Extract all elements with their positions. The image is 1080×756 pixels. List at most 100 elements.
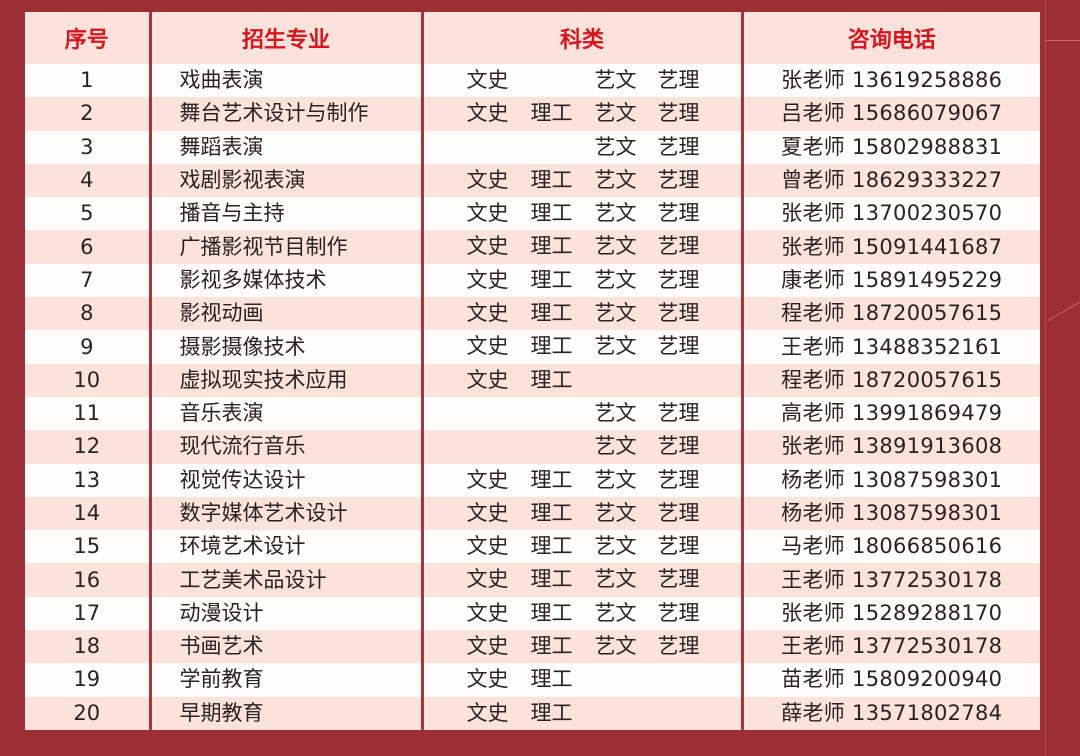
seq-cell: 16 [25,563,150,597]
table-row: 14 数字媒体艺术设计 文史 理工 艺文 艺理 杨老师 13087598301 [25,496,1040,531]
category-tag: 艺文 [594,201,637,226]
category-tag: 文史 [466,234,509,259]
category-cell: 文史 理工 艺文 艺理 [420,263,742,298]
major-cell: 舞台艺术设计与制作 [148,97,422,131]
contact-cell: 杨老师 13087598301 [740,463,1040,497]
major-cell: 书画艺术 [148,630,422,664]
contact-cell: 苗老师 15809200940 [740,663,1040,697]
category-tag: 艺理 [657,534,700,559]
major-cell: 工艺美术品设计 [148,563,422,597]
category-tag: 理工 [530,500,573,525]
category-tag: 理工 [530,667,573,692]
contact-cell: 程老师 18720057615 [740,363,1040,397]
category-tag: 艺文 [594,167,637,192]
category-cell: 文史 理工 艺文 艺理 [420,530,742,564]
decorative-line [1047,300,1080,321]
category-tag: 文史 [466,267,509,292]
major-cell: 影视多媒体技术 [148,263,422,298]
major-cell: 摄影摄像技术 [148,330,422,364]
category-tag: 文史 [466,467,509,492]
category-tag: 艺理 [657,101,700,126]
category-tag: 艺理 [657,567,700,592]
category-tag: 文史 [466,534,509,559]
seq-cell: 18 [25,630,150,664]
category-tag: 艺文 [594,634,637,659]
major-cell: 数字媒体艺术设计 [148,496,422,531]
seq-cell: 9 [25,330,150,364]
category-cell: 文史 理工 [420,363,742,397]
category-tag: 文史 [466,334,509,359]
header-category: 科类 [420,12,742,64]
table-row: 17 动漫设计 文史 理工 艺文 艺理 张老师 15289288170 [25,596,1040,631]
category-tag: 艺文 [594,467,637,492]
contact-cell: 张老师 13619258886 [740,64,1040,98]
category-tag: 理工 [530,367,573,392]
category-tag: 艺文 [594,400,637,425]
category-tag: 艺文 [594,434,637,459]
contact-cell: 薛老师 13571802784 [740,696,1040,730]
major-cell: 早期教育 [148,696,422,730]
contact-cell: 张老师 13891913608 [740,430,1040,464]
category-cell: 文史 理工 艺文 艺理 [420,197,742,231]
seq-cell: 20 [25,696,150,730]
contact-cell: 程老师 18720057615 [740,297,1040,331]
category-tag: 理工 [530,101,573,126]
category-tag: 艺理 [657,301,700,326]
seq-cell: 4 [25,163,150,198]
category-cell: 文史 理工 艺文 艺理 [420,330,742,364]
category-tag: 文史 [466,367,509,392]
contact-cell: 杨老师 13087598301 [740,496,1040,531]
category-tag: 文史 [466,600,509,625]
major-cell: 视觉传达设计 [148,463,422,497]
table-row: 12 现代流行音乐 艺文 艺理 张老师 13891913608 [25,430,1040,464]
category-tag: 艺理 [657,68,700,92]
category-cell: 艺文 艺理 [420,396,742,431]
category-cell: 文史 理工 艺文 艺理 [420,563,742,597]
category-tag: 艺文 [594,301,637,326]
seq-cell: 2 [25,97,150,131]
major-cell: 播音与主持 [148,197,422,231]
decorative-line [1045,0,1046,756]
category-tag: 艺文 [594,600,637,625]
contact-cell: 张老师 13700230570 [740,197,1040,231]
table-row: 3 舞蹈表演 艺文 艺理 夏老师 15802988831 [25,130,1040,164]
contact-cell: 王老师 13772530178 [740,630,1040,664]
major-cell: 环境艺术设计 [148,530,422,564]
category-tag: 艺文 [594,234,637,259]
major-cell: 虚拟现实技术应用 [148,363,422,397]
seq-cell: 17 [25,596,150,631]
category-tag: 艺理 [657,400,700,425]
category-tag: 理工 [530,167,573,192]
seq-cell: 1 [25,64,150,98]
major-cell: 舞蹈表演 [148,130,422,164]
major-cell: 戏曲表演 [148,64,422,98]
major-cell: 影视动画 [148,297,422,331]
table-row: 1 戏曲表演 文史 艺文 艺理 张老师 13619258886 [25,64,1040,98]
category-tag: 理工 [530,634,573,659]
table-row: 2 舞台艺术设计与制作 文史 理工 艺文 艺理 吕老师 15686079067 [25,97,1040,131]
category-tag: 文史 [466,201,509,226]
table-row: 9 摄影摄像技术 文史 理工 艺文 艺理 王老师 13488352161 [25,330,1040,364]
category-tag: 文史 [466,301,509,326]
category-tag: 文史 [466,667,509,692]
category-tag: 艺理 [657,500,700,525]
table-row: 18 书画艺术 文史 理工 艺文 艺理 王老师 13772530178 [25,630,1040,664]
category-cell: 文史 理工 艺文 艺理 [420,297,742,331]
category-tag: 艺理 [657,167,700,192]
category-tag: 理工 [530,467,573,492]
category-cell: 文史 理工 艺文 艺理 [420,496,742,531]
category-tag: 艺文 [594,567,637,592]
seq-cell: 6 [25,230,150,264]
category-tag: 艺理 [657,634,700,659]
category-tag: 理工 [530,334,573,359]
seq-cell: 15 [25,530,150,564]
category-tag: 艺理 [657,267,700,292]
major-cell: 戏剧影视表演 [148,163,422,198]
category-cell: 文史 理工 艺文 艺理 [420,596,742,631]
category-tag: 艺理 [657,234,700,259]
contact-cell: 马老师 18066850616 [740,530,1040,564]
category-tag: 理工 [530,267,573,292]
category-tag: 艺文 [594,101,637,126]
category-tag: 理工 [530,201,573,226]
major-cell: 动漫设计 [148,596,422,631]
